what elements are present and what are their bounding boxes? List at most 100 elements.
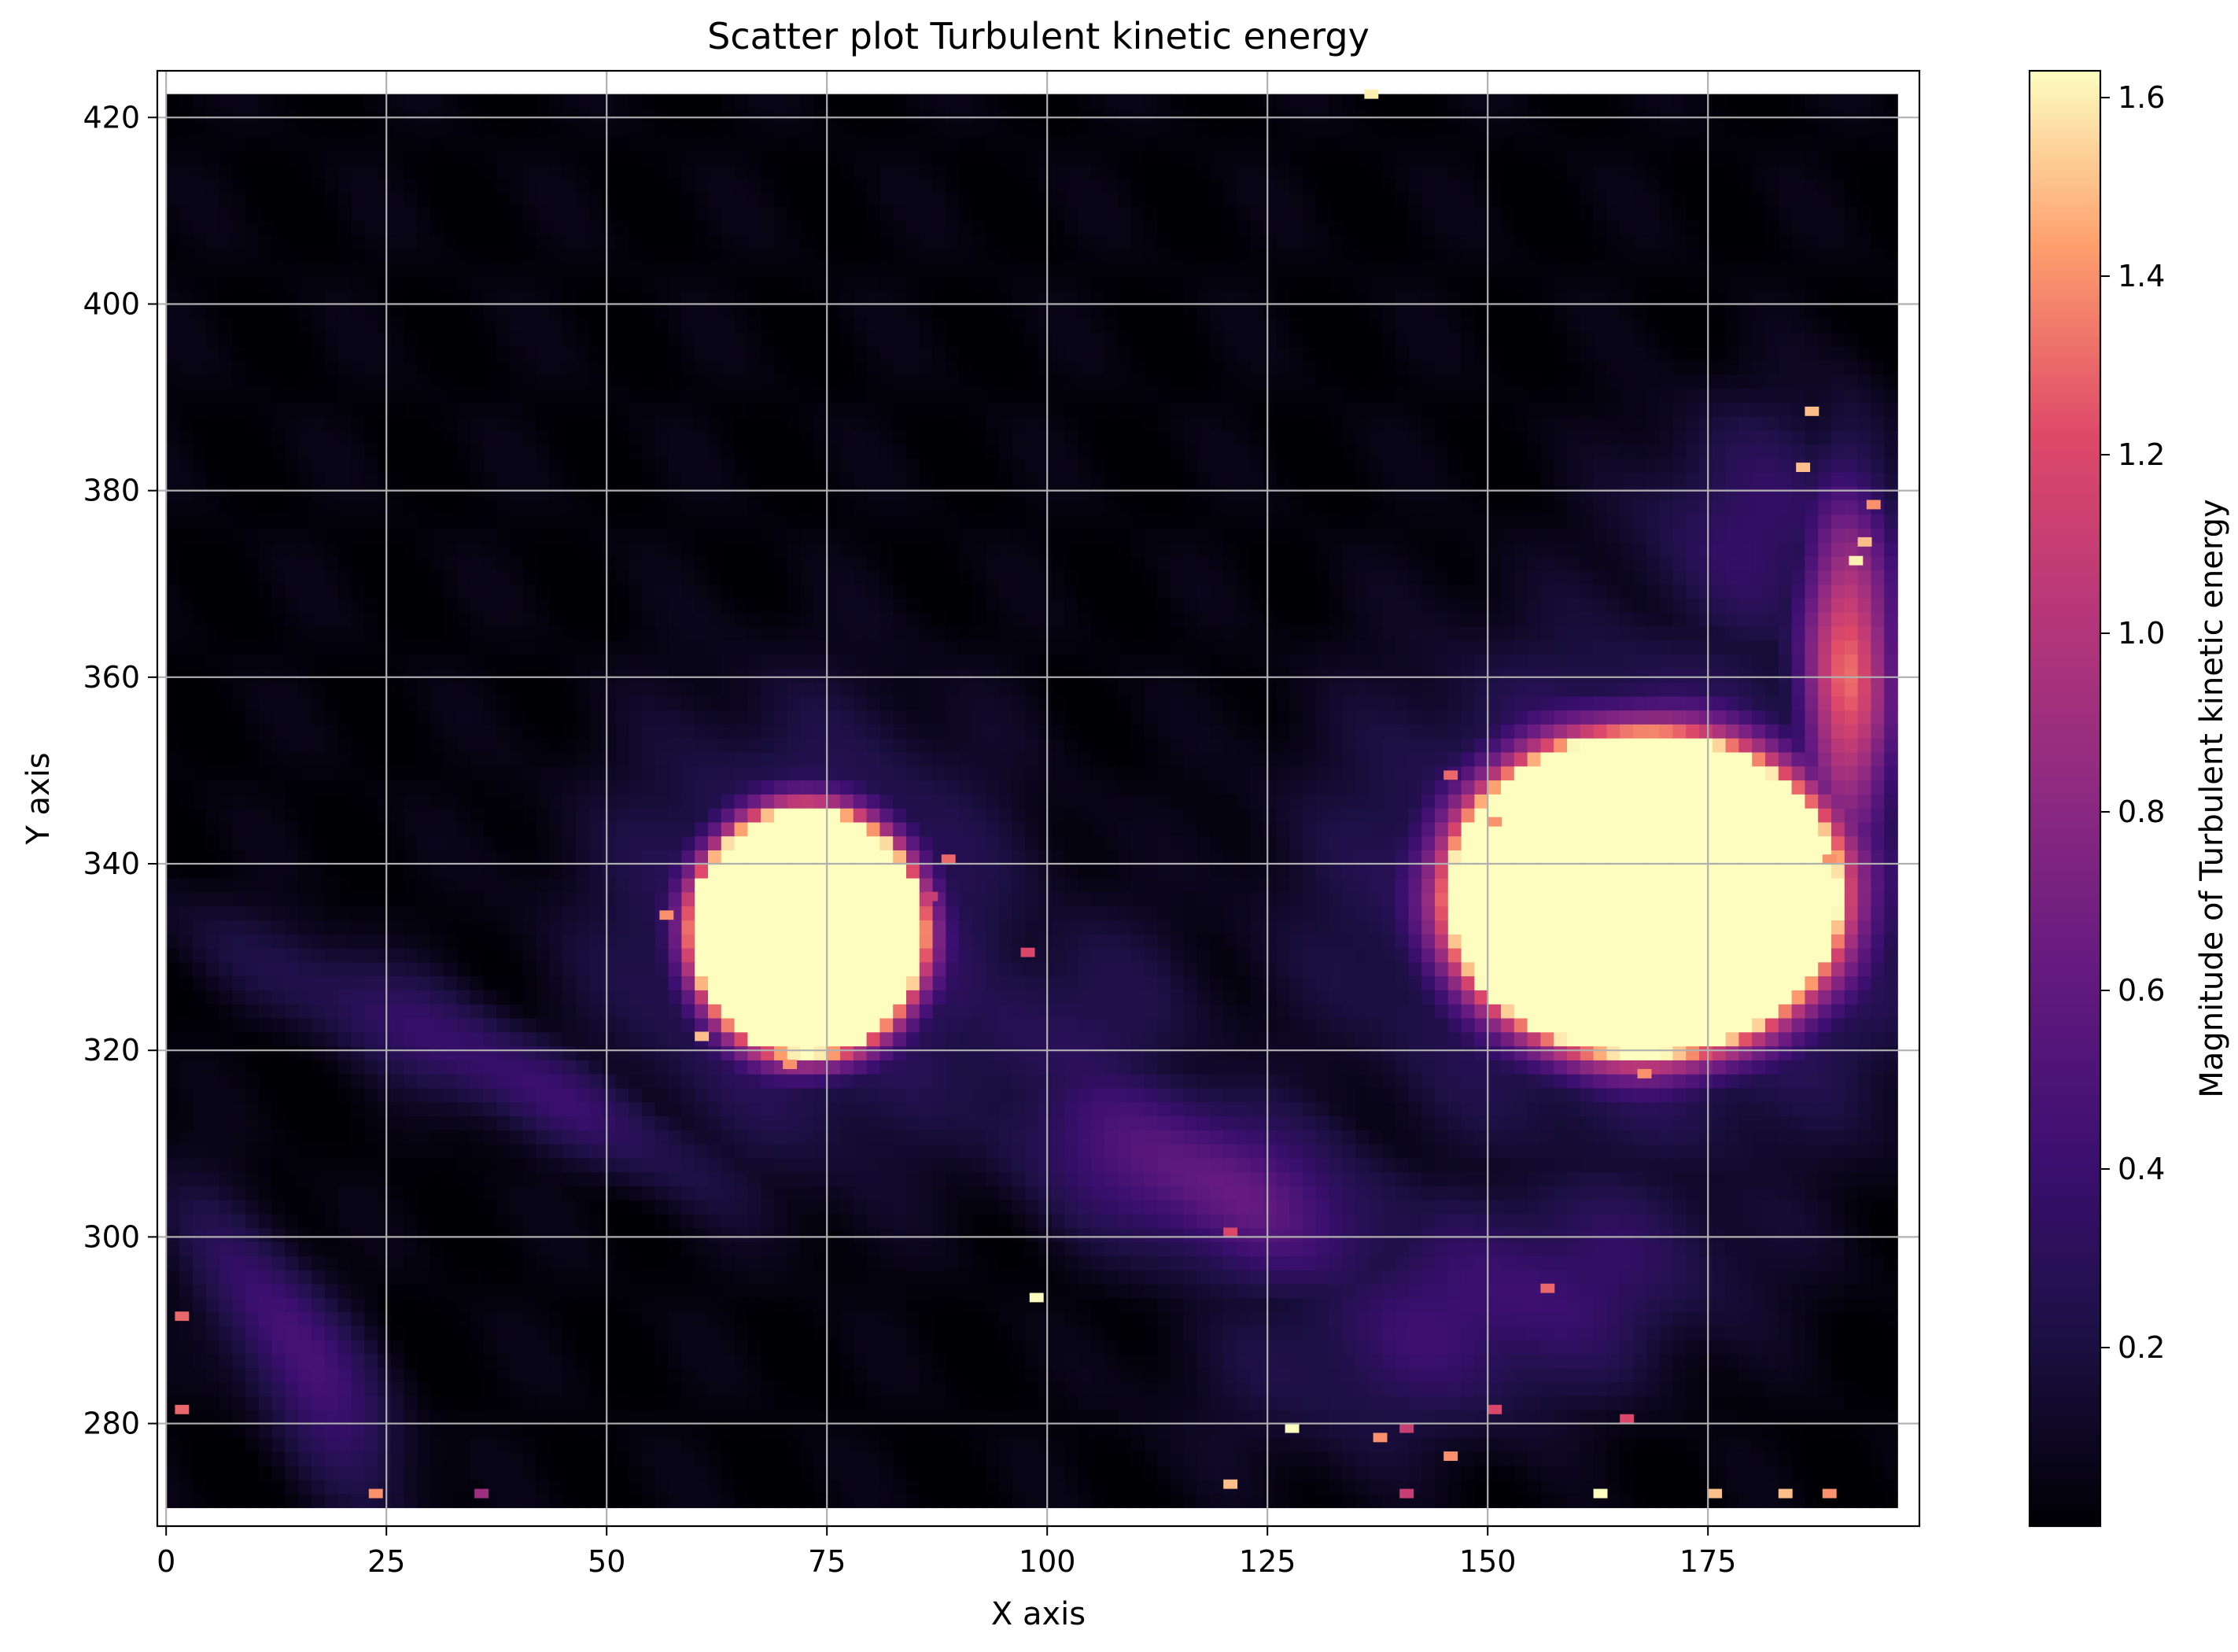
heatmap-cell xyxy=(959,1423,973,1439)
heatmap-cell xyxy=(800,1283,815,1299)
heatmap-cell xyxy=(827,1157,841,1173)
heatmap-cell xyxy=(1831,1143,1845,1159)
heatmap-cell xyxy=(761,1045,775,1060)
heatmap-cell xyxy=(1289,1339,1303,1355)
heatmap-cell xyxy=(1144,1199,1158,1215)
heatmap-cell xyxy=(1144,1283,1158,1299)
heatmap-cell xyxy=(1554,1297,1568,1313)
heatmap-cell xyxy=(1778,1003,1793,1019)
heatmap-cell xyxy=(1488,1045,1502,1060)
heatmap-cell xyxy=(456,1409,471,1425)
heatmap-cell xyxy=(298,1003,312,1019)
heatmap-cell xyxy=(747,1465,761,1481)
heatmap-cell xyxy=(615,1326,629,1340)
heatmap-cell xyxy=(866,1171,881,1186)
heatmap-cell xyxy=(1117,1381,1132,1396)
heatmap-cell xyxy=(998,1381,1013,1396)
heatmap-cell xyxy=(1104,1060,1119,1075)
heatmap-cell xyxy=(1686,1451,1700,1466)
heatmap-cell xyxy=(417,1060,431,1075)
heatmap-cell xyxy=(430,1101,444,1116)
heatmap-cell xyxy=(1620,1017,1634,1033)
heatmap-cell xyxy=(1078,1213,1092,1229)
heatmap-cell xyxy=(1038,1213,1053,1229)
heatmap-cell xyxy=(1130,1087,1145,1103)
heatmap-cell xyxy=(1263,1326,1278,1340)
heatmap-cell xyxy=(813,1045,828,1060)
heatmap-cell xyxy=(232,1311,246,1326)
heatmap-cell xyxy=(1554,1060,1568,1075)
heatmap-cell xyxy=(1447,1409,1462,1425)
heatmap-cell xyxy=(1381,1157,1396,1173)
heatmap-cell xyxy=(708,1045,722,1060)
heatmap-cell xyxy=(456,1396,471,1410)
heatmap-cell xyxy=(258,1157,273,1173)
heatmap-cell xyxy=(417,1003,431,1019)
heatmap-cell xyxy=(1276,1396,1290,1410)
heatmap-cell xyxy=(470,1060,485,1075)
heatmap-cell xyxy=(642,1101,656,1116)
heatmap-cell xyxy=(681,1437,695,1452)
heatmap-cell xyxy=(588,1465,603,1481)
heatmap-cell xyxy=(549,1115,563,1130)
heatmap-cell xyxy=(602,1101,617,1116)
heatmap-cell xyxy=(576,1409,590,1425)
heatmap-cell xyxy=(1606,1143,1620,1159)
heatmap-cell xyxy=(1025,1199,1039,1215)
heatmap-cell xyxy=(1606,1465,1620,1481)
heatmap-cell xyxy=(734,1479,749,1495)
heatmap-cell xyxy=(1223,1031,1237,1047)
heatmap-cell xyxy=(1712,1213,1727,1229)
heatmap-cell xyxy=(1818,1367,1832,1382)
heatmap-cell xyxy=(298,1381,312,1396)
heatmap-cell xyxy=(1593,1465,1608,1481)
heatmap-cell xyxy=(1421,1186,1436,1200)
heatmap-cell xyxy=(417,1381,431,1396)
heatmap-cell xyxy=(1078,990,1092,1005)
heatmap-cell xyxy=(1672,1396,1687,1410)
heatmap-cell xyxy=(258,1199,273,1215)
heatmap-cell xyxy=(1540,1256,1554,1270)
heatmap-cell xyxy=(1474,1326,1488,1340)
heatmap-cell xyxy=(1051,1130,1066,1145)
heatmap-cell xyxy=(192,1297,207,1313)
heatmap-cell xyxy=(456,1003,471,1019)
heatmap-cell xyxy=(1249,1381,1264,1396)
heatmap-cell xyxy=(654,1479,669,1495)
heatmap-cell xyxy=(1289,1087,1303,1103)
heatmap-cell xyxy=(879,1003,894,1019)
heatmap-cell xyxy=(1315,1493,1330,1509)
heatmap-cell xyxy=(483,1213,497,1229)
heatmap-cell xyxy=(324,1367,339,1382)
heatmap-cell xyxy=(946,1326,960,1340)
heatmap-cell xyxy=(1210,1381,1224,1396)
heatmap-cell xyxy=(972,1409,986,1425)
heatmap-cell xyxy=(602,1269,617,1285)
heatmap-cell xyxy=(1408,1060,1422,1075)
heatmap-cell xyxy=(285,975,299,990)
heatmap-cell xyxy=(1738,1213,1753,1229)
heatmap-cell xyxy=(1435,1256,1449,1270)
heatmap-cell xyxy=(853,1311,868,1326)
heatmap-cell xyxy=(985,1199,1000,1215)
heatmap-cell xyxy=(522,1045,537,1060)
heatmap-cell xyxy=(813,1326,828,1340)
heatmap-cell xyxy=(919,1130,934,1145)
heatmap-cell xyxy=(1381,1143,1396,1159)
heatmap-cell xyxy=(827,1031,841,1047)
heatmap-cell xyxy=(1752,1003,1766,1019)
heatmap-cell xyxy=(496,1326,511,1340)
heatmap-cell xyxy=(1474,1073,1488,1089)
heatmap-cell xyxy=(378,1045,392,1060)
heatmap-cell xyxy=(853,1017,868,1033)
heatmap-cell xyxy=(1725,1269,1740,1285)
heatmap-cell xyxy=(1606,1367,1620,1382)
heatmap-cell xyxy=(1435,1311,1449,1326)
heatmap-cell xyxy=(998,1115,1013,1130)
heatmap-cell xyxy=(1144,1017,1158,1033)
heatmap-cell xyxy=(1104,1381,1119,1396)
heatmap-cell xyxy=(1408,1171,1422,1186)
heatmap-cell xyxy=(615,1437,629,1452)
heatmap-cell xyxy=(324,1143,339,1159)
heatmap-cell xyxy=(602,1367,617,1382)
